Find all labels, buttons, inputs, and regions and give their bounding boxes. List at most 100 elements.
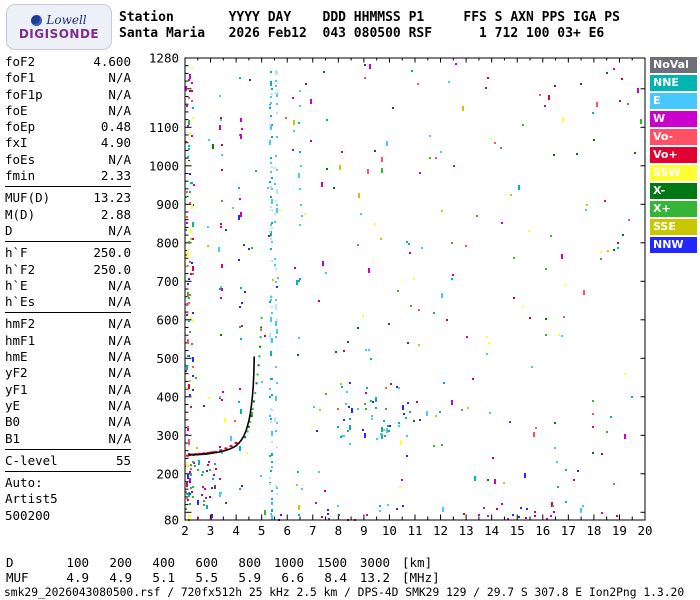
x-tick-label: 11 [407, 523, 422, 538]
row-value: 200 [109, 555, 132, 570]
legend-item-ssw: SSW [650, 165, 697, 181]
param-row-foes: foEs N/A [5, 152, 131, 168]
param-value: N/A [108, 430, 131, 446]
autoscaler-line-artist5: Artist5 [5, 491, 58, 507]
param-row-fxi: fxI 4.90 [5, 135, 131, 151]
param-row-m-d: M(D) 2.88 [5, 207, 131, 223]
param-value: 0.48 [100, 119, 131, 135]
x-tick-label: 4 [232, 523, 240, 538]
row-unit: [km] [402, 555, 433, 570]
param-value: N/A [108, 381, 131, 397]
x-tick-label: 20 [637, 523, 652, 538]
muf-row: MUF 4.9 4.9 5.1 5.5 5.9 6.6 8.4 13.2 [MHz] [6, 570, 440, 585]
param-value: 4.90 [100, 135, 131, 151]
y-tick-label: 80 [164, 513, 179, 528]
param-label: h`Es [5, 294, 36, 310]
param-label: M(D) [5, 206, 36, 222]
y-tick-label: 900 [156, 197, 179, 212]
param-label: hmF1 [5, 332, 36, 348]
header-field-names: Station YYYY DAY DDD HHMMSS P1 FFS S AXN… [119, 10, 620, 25]
param-row-c-level: C-level 55 [5, 453, 131, 469]
row-value: 1500 [316, 555, 347, 570]
param-row-h-es: h`Es N/A [5, 294, 131, 310]
row-value: 800 [238, 555, 261, 570]
param-label: hmE [5, 349, 28, 365]
y-tick-label: 700 [156, 274, 179, 289]
y-tick-label: 400 [156, 389, 179, 404]
param-row-h-e: h`E N/A [5, 278, 131, 294]
param-label: h`F2 [5, 261, 36, 277]
legend-item-nne: NNE [650, 75, 697, 91]
param-row-fof1p: foF1p N/A [5, 87, 131, 103]
param-value: N/A [108, 294, 131, 310]
param-value: 55 [115, 452, 131, 468]
param-label: B0 [5, 414, 21, 430]
param-label: foEs [5, 151, 36, 167]
param-row-h-f2: h`F2 250.0 [5, 262, 131, 278]
x-tick-label: 6 [283, 523, 291, 538]
x-tick-label: 7 [309, 523, 317, 538]
noise-dots-layer [185, 63, 642, 521]
row-label: MUF [6, 570, 29, 585]
param-row-d: D N/A [5, 223, 131, 239]
param-label: foE [5, 102, 28, 118]
param-value: N/A [108, 102, 131, 118]
param-row-foe: foE N/A [5, 103, 131, 119]
param-row-yf1: yF1 N/A [5, 382, 131, 398]
y-tick-label: 200 [156, 466, 179, 481]
param-separator [5, 471, 131, 473]
lowell-digisonde-logo: Lowell DIGISONDE [6, 4, 112, 50]
param-label: B1 [5, 430, 21, 446]
row-value: 13.2 [359, 570, 390, 585]
param-row-muf-d: MUF(D) 13.23 [5, 190, 131, 206]
y-tick-label: 1100 [149, 120, 179, 135]
param-row-hmf1: hmF1 N/A [5, 333, 131, 349]
y-tick-label: 800 [156, 235, 179, 250]
param-value: 4.600 [93, 54, 131, 69]
footer-info-line: smk29_2026043080500.rsf / 720fx512h 25 k… [4, 586, 685, 599]
logo-lowell-text: Lowell [46, 13, 87, 27]
param-label: h`E [5, 277, 28, 293]
legend-item-noval: NoVal [650, 57, 697, 73]
param-value: N/A [108, 349, 131, 365]
param-separator [5, 312, 131, 314]
param-row-foep: foEp 0.48 [5, 119, 131, 135]
param-row-b1: B1 N/A [5, 431, 131, 447]
param-value: N/A [108, 86, 131, 102]
x-tick-label: 12 [433, 523, 448, 538]
globe-icon [31, 14, 43, 26]
x-tick-label: 13 [459, 523, 474, 538]
param-row-fmin: fmin 2.33 [5, 168, 131, 184]
x-tick-label: 17 [561, 523, 576, 538]
param-row-fof1: foF1 N/A [5, 70, 131, 86]
param-row-b0: B0 N/A [5, 414, 131, 430]
param-label: h`F [5, 245, 28, 261]
x-tick-label: 19 [612, 523, 627, 538]
param-label: fmin [5, 168, 36, 184]
legend-item-x: X+ [650, 201, 697, 217]
y-tick-label: 1000 [149, 158, 179, 173]
o-trace-curve [188, 356, 256, 456]
legend-item-w: W [650, 111, 697, 127]
param-value: 2.88 [100, 206, 131, 222]
param-row-fof2: foF2 4.600 [5, 54, 131, 70]
y-tick-label: 300 [156, 428, 179, 443]
axis-ticks [184, 58, 646, 520]
echo-trace-layer [186, 316, 263, 457]
param-value: 2.33 [100, 168, 131, 184]
autoscaler-line-auto: Auto: [5, 475, 43, 491]
x-tick-label: 18 [586, 523, 601, 538]
legend-item-vo: Vo+ [650, 147, 697, 163]
param-separator [5, 448, 131, 450]
param-label: yF1 [5, 381, 28, 397]
d-muf-table: D 100 200 400 600 800 1000 1500 3000 [km] MUF 4.9 4.… [6, 555, 440, 585]
legend-item-sse: SSE [650, 219, 697, 235]
row-value: 8.4 [324, 570, 347, 585]
row-label: D [6, 555, 14, 570]
logo-digisonde-text: DIGISONDE [18, 27, 100, 41]
row-value: 4.9 [109, 570, 132, 585]
x-tick-label: 3 [207, 523, 215, 538]
param-label: foF2 [5, 54, 36, 69]
param-row-yf2: yF2 N/A [5, 365, 131, 381]
